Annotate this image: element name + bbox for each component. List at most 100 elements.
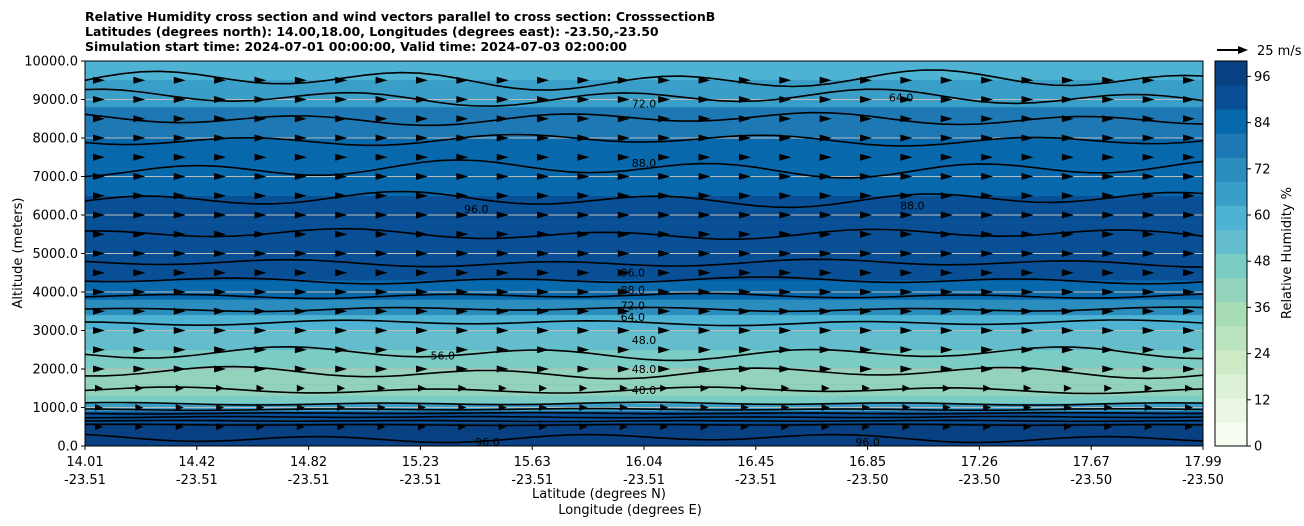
wind-arrow-icon <box>940 192 953 200</box>
wind-arrow-icon <box>900 134 913 142</box>
colorbar-segment <box>1215 349 1247 375</box>
wind-arrow-icon <box>738 211 751 219</box>
wind-arrow-icon <box>577 307 590 315</box>
wind-arrow-icon <box>256 423 265 431</box>
wind-arrow-icon <box>173 115 186 123</box>
wind-arrow-icon <box>1142 230 1155 238</box>
wind-arrow-icon <box>496 134 509 142</box>
colorbar-segment <box>1215 85 1247 110</box>
wind-arrow-icon <box>1023 404 1032 411</box>
contour-label: 48.0 <box>632 363 657 376</box>
wind-arrow-icon <box>294 365 307 373</box>
x-axis-label-lat: Latitude (degrees N) <box>532 487 666 502</box>
wind-arrow-icon <box>1142 250 1155 257</box>
wind-arrow-icon <box>294 153 307 161</box>
wind-arrow-icon <box>577 134 590 142</box>
wind-arrow-icon <box>496 365 509 373</box>
wind-arrow-icon <box>821 423 830 431</box>
wind-arrow-icon <box>214 365 227 373</box>
contour-line <box>85 258 1203 268</box>
wind-arrow-icon <box>981 230 994 238</box>
wind-arrow-icon <box>456 288 469 296</box>
y-tick-label: 3000.0 <box>33 324 79 339</box>
wind-arrow-icon <box>216 423 225 431</box>
wind-arrow-icon <box>779 134 792 142</box>
wind-arrow-icon <box>93 288 105 296</box>
wind-arrow-icon <box>415 250 428 257</box>
contour-line <box>85 423 1203 427</box>
wind-arrow-icon <box>294 288 307 296</box>
wind-arrow-icon <box>496 76 509 84</box>
wind-arrow-icon <box>860 115 873 123</box>
wind-arrow-icon <box>698 153 711 161</box>
wind-reference-key: 25 m/s <box>1217 44 1302 59</box>
wind-arrow-icon <box>698 269 711 277</box>
colorbar-tick-label: 24 <box>1254 347 1271 362</box>
wind-arrow-icon <box>779 96 792 103</box>
wind-arrow-icon <box>173 288 186 296</box>
contour-label: 56.0 <box>431 349 456 362</box>
wind-arrow-icon <box>256 404 265 411</box>
y-axis-label: Altitude (meters) <box>11 198 26 309</box>
wind-arrow-icon <box>900 307 913 315</box>
x-tick-label-lat: 17.26 <box>961 455 998 470</box>
y-tick-label: 6000.0 <box>33 209 79 224</box>
wind-arrow-icon <box>860 230 873 238</box>
colorbar: 0 12 24 36 48 60 72 84 96 <box>1214 60 1271 455</box>
wind-arrow-icon <box>1023 384 1032 392</box>
wind-arrow-icon <box>740 404 749 411</box>
wind-arrow-icon <box>862 423 871 431</box>
contour-label: 48.0 <box>632 334 657 347</box>
wind-arrow-icon <box>335 173 348 180</box>
wind-arrow-icon <box>577 327 590 334</box>
wind-arrow-icon <box>1061 76 1074 84</box>
contour-label: 72.0 <box>632 97 657 110</box>
contour-line <box>85 365 1203 380</box>
wind-arrow-icon <box>900 96 913 103</box>
wind-arrow-icon <box>860 96 873 103</box>
contour-line <box>85 319 1203 327</box>
wind-arrow-icon <box>537 327 550 334</box>
wind-arrow-icon <box>1102 250 1115 257</box>
wind-arrow-icon <box>456 76 469 84</box>
wind-arrow-icon <box>537 365 550 373</box>
y-tick-label: 2000.0 <box>33 363 79 378</box>
wind-arrow-icon <box>860 365 873 373</box>
wind-arrow-icon <box>498 384 507 392</box>
wind-arrow-icon <box>254 192 267 200</box>
wind-arrow-icon <box>860 211 873 219</box>
wind-arrow-icon <box>415 365 428 373</box>
wind-arrow-icon <box>1183 211 1195 219</box>
y-axis: 0.0 1000.0 2000.0 3000.0 4000.0 5000.0 6000.0 7… <box>24 55 85 455</box>
colorbar-segment <box>1215 181 1247 206</box>
wind-arrow-icon <box>1023 423 1032 431</box>
wind-arrow-icon <box>375 346 388 354</box>
colorbar-segment <box>1215 301 1247 327</box>
wind-arrow-icon <box>738 250 751 257</box>
wind-arrow-icon <box>294 173 307 180</box>
wind-arrow-icon <box>1021 76 1034 84</box>
wind-arrow-icon <box>900 211 913 219</box>
wind-arrow-icon <box>335 365 348 373</box>
wind-arrow-icon <box>698 96 711 103</box>
x-tick-label-lon: -23.51 <box>399 473 441 488</box>
wind-arrow-icon <box>1102 76 1115 84</box>
colorbar-tick-label: 48 <box>1254 255 1271 270</box>
wind-arrow-icon <box>738 230 751 238</box>
y-tick-label: 4000.0 <box>33 286 79 301</box>
wind-arrow-icon <box>456 96 469 103</box>
wind-arrow-icon <box>740 423 749 431</box>
wind-arrow-icon <box>819 211 832 219</box>
contour-line <box>85 69 1203 91</box>
wind-arrow-icon <box>294 96 307 103</box>
wind-arrow-icon <box>940 307 953 315</box>
x-tick-label-lat: 15.23 <box>402 455 439 470</box>
wind-arrow-icon <box>738 115 751 123</box>
wind-arrow-icon <box>173 269 186 277</box>
wind-arrow-icon <box>335 230 348 238</box>
wind-arrow-icon <box>335 76 348 84</box>
wind-arrow-icon <box>658 153 671 161</box>
wind-arrow-icon <box>577 288 590 296</box>
wind-arrow-icon <box>415 96 428 103</box>
wind-arrow-icon <box>93 346 105 354</box>
